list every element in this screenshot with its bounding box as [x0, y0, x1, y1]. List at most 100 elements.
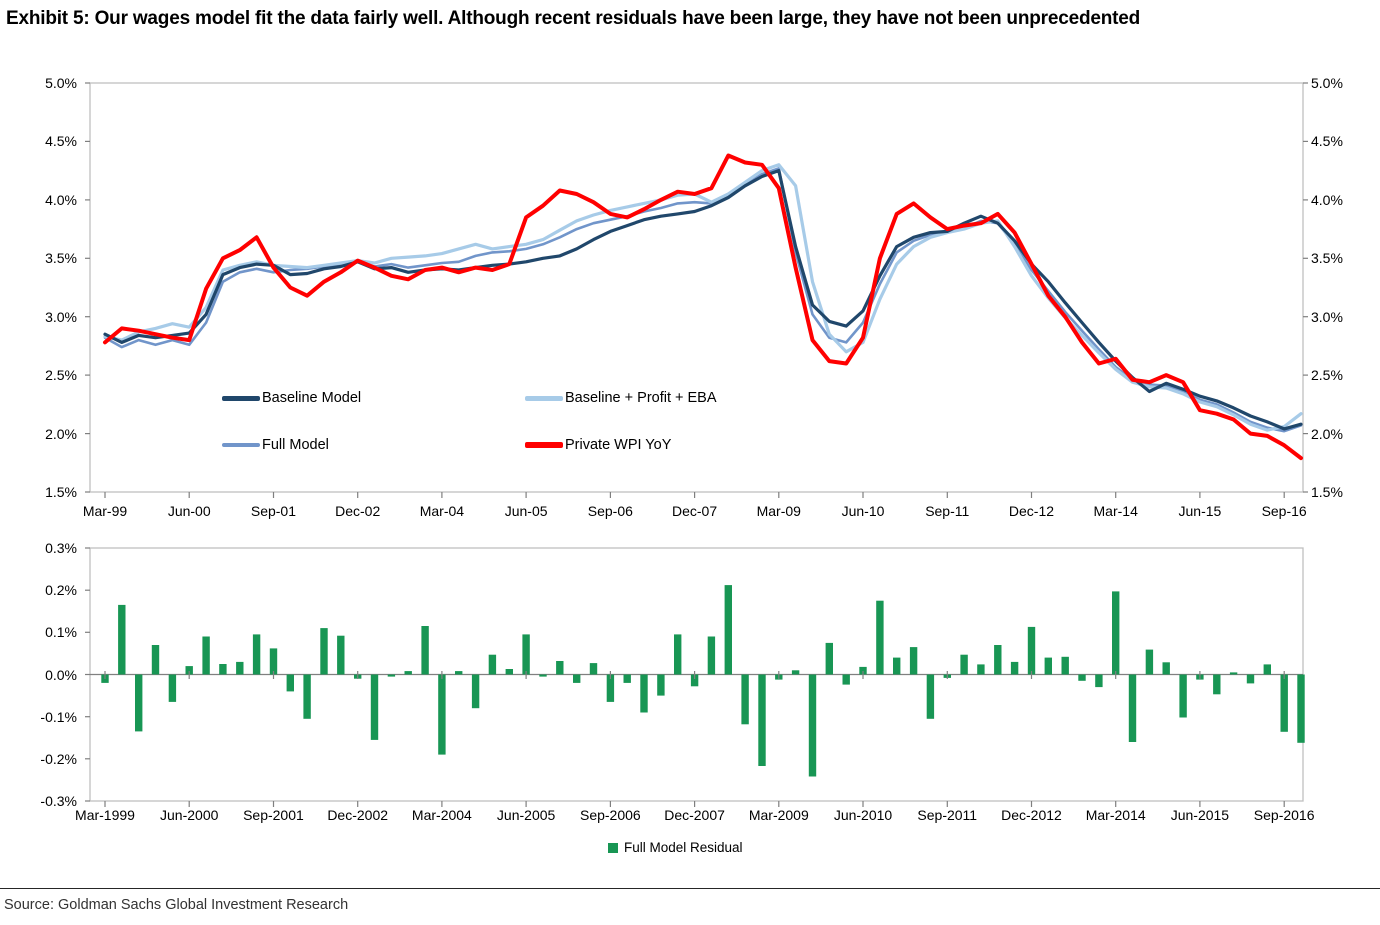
legend-label: Private WPI YoY — [565, 437, 672, 453]
y-axis-label-right: 1.5% — [1311, 484, 1343, 500]
residual-bar — [387, 674, 396, 677]
residual-bar — [707, 636, 716, 675]
y-axis-label-right: 2.0% — [1311, 425, 1343, 442]
y-axis-label-right: 4.0% — [1311, 191, 1343, 208]
residual-bar — [438, 674, 446, 755]
residual-bar — [1297, 674, 1305, 743]
series-line-baseline-profit-eba — [103, 163, 1303, 432]
residual-bar — [1112, 591, 1120, 675]
residual-bar — [573, 674, 581, 683]
y-axis-label-left: 4.5% — [45, 133, 77, 150]
residual-bar — [808, 674, 817, 777]
x-axis-label: Dec-12 — [1008, 503, 1055, 519]
residual-bar — [505, 669, 513, 675]
x-axis-label: Sep-16 — [1261, 503, 1307, 519]
residual-bar — [994, 645, 1002, 675]
residual-bar — [404, 671, 412, 675]
residual-bar — [657, 674, 665, 696]
y-axis-label-left: 0.2% — [45, 582, 77, 599]
baseline-profit-eba-line-swatch — [525, 395, 563, 401]
residual-bar — [1229, 672, 1238, 675]
private-wpi-line-swatch — [525, 442, 563, 448]
residual-bar — [118, 604, 126, 675]
x-axis-label: Sep-2011 — [917, 807, 978, 823]
x-axis-label: Jun-2000 — [160, 807, 219, 823]
y-axis-label-right: 5.0% — [1311, 75, 1343, 91]
residual-bar — [909, 647, 918, 675]
x-axis-label: Jun-05 — [504, 503, 548, 519]
x-axis-label: Dec-2012 — [1001, 807, 1062, 823]
residual-bar — [1179, 674, 1187, 718]
x-axis-label: Jun-2010 — [833, 807, 893, 823]
y-axis-label-left: 3.5% — [45, 250, 77, 267]
residual-bar — [320, 628, 328, 675]
residual-bar — [421, 626, 429, 675]
x-axis-label: Mar-99 — [82, 503, 128, 519]
x-axis-label: Jun-10 — [841, 503, 885, 519]
y-axis-label-right: 4.5% — [1311, 133, 1343, 150]
y-axis-label-left: -0.3% — [40, 793, 77, 809]
residual-bar — [219, 664, 227, 675]
residual-square-swatch — [608, 842, 618, 853]
residual-bar — [370, 674, 379, 740]
residual-bar — [724, 585, 732, 675]
y-axis-label-left: -0.1% — [40, 708, 77, 725]
legend-item-full-model-residual: Full Model Residual — [608, 840, 743, 855]
residual-bar — [606, 674, 615, 702]
residual-bar — [926, 674, 935, 719]
x-axis-label: Dec-2002 — [327, 807, 389, 823]
legend-item-full-model: Full Model — [222, 437, 329, 453]
residual-bar — [236, 661, 244, 675]
x-axis-label: Jun-2015 — [1170, 807, 1230, 823]
x-axis-label: Mar-2014 — [1085, 807, 1146, 823]
residual-bar — [876, 600, 884, 675]
residual-bar — [202, 636, 210, 675]
residual-bar — [1246, 674, 1255, 684]
x-axis-label: Mar-14 — [1093, 503, 1138, 519]
y-axis-label-left: 5.0% — [45, 75, 77, 91]
y-axis-label-left: 1.5% — [45, 484, 77, 500]
x-axis-label: Sep-01 — [250, 503, 297, 519]
residual-bar — [168, 674, 177, 702]
legend-label: Baseline Model — [262, 390, 362, 406]
residual-bar — [135, 674, 143, 732]
residual-bar — [522, 634, 530, 675]
y-axis-label-left: 3.0% — [45, 308, 77, 325]
x-axis-label: Mar-04 — [419, 503, 465, 519]
legend-label: Full Model Residual — [624, 840, 743, 855]
divider-rule — [0, 888, 1380, 889]
residual-bar — [825, 642, 833, 675]
y-axis-label-left: 0.1% — [45, 624, 77, 641]
residual-bar — [690, 674, 699, 687]
source-text: Source: Goldman Sachs Global Investment … — [4, 897, 349, 913]
residual-bar — [1061, 656, 1069, 675]
x-axis-label: Mar-2009 — [748, 807, 809, 823]
y-axis-label-left: -0.2% — [40, 750, 77, 767]
x-axis-label: Sep-06 — [587, 503, 633, 519]
y-axis-label-left: 0.3% — [45, 540, 77, 556]
residual-bar — [1078, 674, 1086, 681]
x-axis-label: Mar-2004 — [411, 807, 472, 823]
bar-chart-svg — [85, 547, 1305, 807]
residual-bar — [539, 674, 547, 677]
x-axis-label: Jun-15 — [1178, 503, 1222, 519]
residual-bar — [337, 635, 345, 675]
residual-bar — [252, 634, 261, 675]
legend-label: Baseline + Profit + EBA — [565, 390, 717, 406]
y-axis-label-right: 3.5% — [1311, 250, 1343, 267]
residual-bar — [455, 671, 463, 675]
series-line-baseline-model — [103, 168, 1303, 431]
line-chart-svg — [85, 82, 1308, 498]
x-axis-label: Mar-09 — [756, 503, 801, 519]
residual-bar — [471, 674, 480, 709]
x-axis-label: Dec-2007 — [664, 807, 725, 823]
legend-item-baseline-profit-eba: Baseline + Profit + EBA — [525, 390, 717, 406]
exhibit-title: Exhibit 5: Our wages model fit the data … — [6, 8, 1141, 29]
series-line-private-wpi-yoy — [103, 153, 1303, 461]
residual-bar — [842, 674, 850, 685]
residual-bar — [589, 663, 598, 675]
residual-bar — [185, 666, 193, 675]
x-axis-label: Mar-1999 — [75, 807, 135, 823]
residual-bar — [269, 648, 278, 675]
